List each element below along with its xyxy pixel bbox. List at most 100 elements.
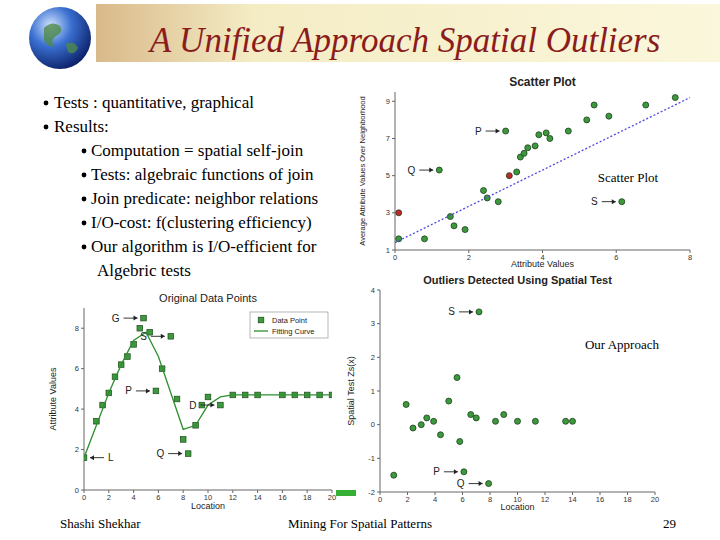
legend-label: Fitting Curve: [272, 327, 315, 336]
data-point: [473, 415, 479, 421]
data-point: [424, 415, 430, 421]
x-tick-label: 4: [132, 493, 136, 502]
x-tick-label: 14: [253, 493, 261, 502]
x-tick-label: 20: [651, 495, 659, 504]
x-tick-label: 14: [568, 495, 576, 504]
text-line: Algebric tests: [97, 261, 191, 280]
y-tick: [392, 101, 395, 102]
footer-author: Shashi Shekhar: [60, 516, 141, 531]
x-tick-label: 20: [328, 493, 336, 502]
text-line: Tests: algebraic functions of join: [91, 165, 314, 184]
data-point: [514, 169, 520, 175]
data-point: [506, 173, 512, 179]
x-tick-label: 8: [488, 495, 492, 504]
text-line: Computation = spatial self-join: [91, 141, 304, 160]
bullet-dot: [82, 173, 87, 178]
x-tick-label: 8: [688, 253, 692, 262]
data-point: [446, 398, 452, 404]
data-point: [643, 102, 649, 108]
x-tick-label: 6: [156, 493, 160, 502]
annotation-label: D: [189, 400, 196, 411]
bullet-dot: [82, 221, 87, 226]
y-tick: [377, 424, 380, 425]
annotation-arrowhead: [469, 309, 473, 314]
x-tick-label: 2: [467, 253, 471, 262]
y-tick-label: 6: [75, 364, 79, 373]
data-point: [451, 223, 457, 229]
y-tick: [81, 409, 84, 410]
data-point: [391, 472, 397, 478]
text-line: I/O-cost: f(clustering efficiency): [91, 213, 312, 232]
footer-course: Mining For Spatial Patterns: [288, 516, 432, 531]
annotation-label: L: [108, 452, 114, 463]
x-tick-label: 0: [378, 495, 382, 504]
annotation-arrowhead: [134, 316, 138, 321]
data-point: [543, 130, 549, 136]
y-tick-label: 0: [75, 486, 79, 495]
annotation-label: P: [125, 385, 132, 396]
annotation-label: Q: [407, 165, 415, 176]
plot-area: [391, 309, 576, 487]
y-tick: [392, 175, 395, 176]
x-tick-label: 0: [82, 493, 86, 502]
y-tick-label: 8: [75, 324, 79, 333]
data-point: [422, 236, 428, 242]
annotation-label: S: [591, 196, 598, 207]
legend-swatch: [254, 330, 268, 331]
x-tick-label: 2: [405, 495, 409, 504]
annotation-label: S: [140, 331, 147, 342]
data-point: [619, 199, 625, 205]
data-point: [418, 422, 424, 428]
data-point: [174, 396, 180, 402]
y-tick-label: -1: [368, 454, 375, 463]
data-point: [495, 199, 501, 205]
y-axis: [84, 308, 85, 490]
annotation-label: S: [448, 306, 455, 317]
x-tick-label: 0: [393, 253, 397, 262]
y-axis-label: Attribute Values: [48, 367, 58, 430]
x-tick-label: 16: [278, 493, 286, 502]
y-axis: [395, 92, 396, 250]
annotation-arrowhead: [479, 481, 483, 486]
y-tick: [81, 449, 84, 450]
bullet-dot: [44, 101, 49, 106]
data-point: [501, 412, 507, 418]
sub-bullet-text: Join predicate: neighbor relations: [91, 189, 318, 208]
sub-bullet-text: Our algorithm is I/O-efficient for Algebr…: [91, 237, 317, 280]
x-tick-label: 2: [107, 493, 111, 502]
bullet-dot: [82, 197, 87, 202]
data-point: [438, 432, 444, 438]
data-point: [468, 412, 474, 418]
x-tick-label: 12: [229, 493, 237, 502]
y-tick-label: 2: [75, 445, 79, 454]
globe-land: [44, 23, 78, 53]
y-tick-label: 3: [386, 208, 390, 217]
annotation-label: Q: [457, 478, 465, 489]
text-line: Our algorithm is I/O-efficient for: [91, 237, 317, 256]
annotation-arrowhead: [90, 455, 94, 460]
text-line: Join predicate: neighbor relations: [91, 189, 318, 208]
y-tick: [392, 138, 395, 139]
data-point: [436, 167, 442, 173]
slide-label: Our Approach: [585, 337, 660, 352]
data-point: [547, 135, 553, 141]
data-point: [672, 95, 678, 101]
data-point: [563, 418, 569, 424]
annotation-arrowhead: [146, 388, 150, 393]
data-point: [461, 469, 467, 475]
x-tick-label: 16: [596, 495, 604, 504]
data-point: [476, 309, 482, 315]
data-point: [565, 128, 571, 134]
annotation-arrowhead: [161, 334, 165, 339]
y-tick-label: 1: [371, 387, 375, 396]
y-tick: [377, 357, 380, 358]
data-point: [457, 439, 463, 445]
y-tick-label: 3: [371, 319, 375, 328]
annotation-arrowhead: [612, 199, 616, 204]
data-point: [147, 329, 153, 335]
legend-swatch: [258, 317, 264, 323]
y-tick-label: 1: [386, 246, 390, 255]
legend-label: Data Point: [272, 316, 308, 325]
y-tick: [392, 250, 395, 251]
annotation-arrowhead: [178, 451, 182, 456]
